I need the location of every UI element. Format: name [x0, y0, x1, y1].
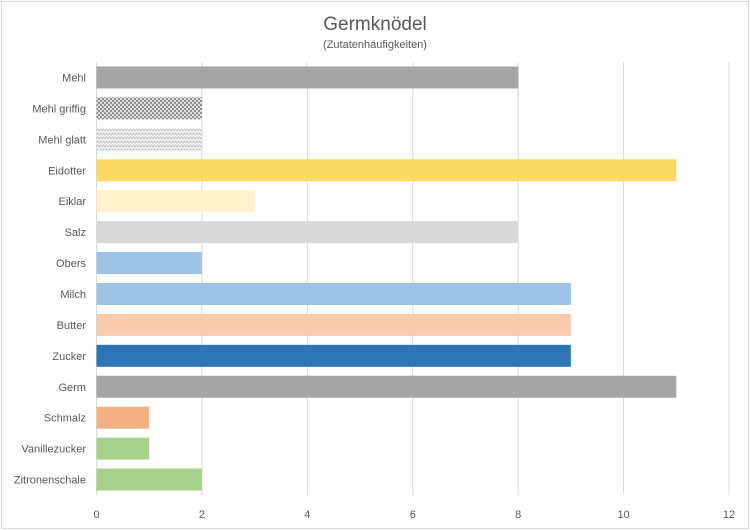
bar-mehl [96, 66, 519, 89]
bar-mehl-griffig [96, 97, 202, 120]
y-category-label: Obers [56, 258, 86, 270]
bar-schmalz [96, 406, 150, 429]
y-category-label: Mehl glatt [38, 134, 86, 146]
bar-eidotter [96, 159, 677, 182]
y-category-label: Schmalz [44, 413, 86, 425]
y-category-label: Zucker [52, 351, 86, 363]
bar-zitronenschale [96, 468, 202, 491]
x-tick-label: 12 [723, 509, 735, 521]
y-category-label: Germ [59, 382, 87, 394]
y-category-label: Milch [60, 289, 86, 301]
bar-salz [96, 221, 519, 244]
bar-butter [96, 313, 571, 336]
y-category-label: Mehl [62, 72, 86, 84]
y-category-label: Salz [65, 227, 86, 239]
bar-eiklar [96, 190, 255, 213]
y-category-label: Eidotter [48, 165, 86, 177]
y-category-label: Eiklar [58, 196, 86, 208]
x-tick-label: 0 [93, 509, 99, 521]
x-tick-label: 8 [515, 509, 521, 521]
chart-subtitle: (Zutatenhäufigkeiten) [323, 39, 427, 51]
bar-zucker [96, 344, 571, 367]
bar-obers [96, 252, 202, 275]
bar-mehl-glatt [96, 128, 202, 151]
x-tick-label: 2 [199, 509, 205, 521]
chart-title: Germknödel [323, 14, 427, 35]
x-tick-label: 10 [617, 509, 629, 521]
y-category-label: Mehl griffig [32, 103, 86, 115]
y-category-label: Vanillezucker [21, 444, 86, 456]
bar-vanillezucker [96, 437, 150, 460]
y-category-label: Butter [57, 320, 87, 332]
bar-germ [96, 375, 677, 398]
x-tick-label: 6 [410, 509, 416, 521]
y-category-label: Zitronenschale [14, 475, 86, 487]
x-tick-label: 4 [304, 509, 310, 521]
bar-milch [96, 282, 571, 305]
